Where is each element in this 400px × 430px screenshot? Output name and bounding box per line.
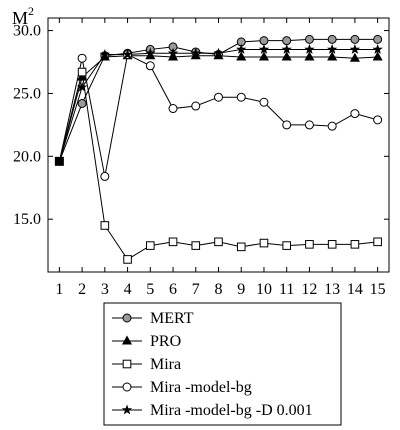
data-point: [305, 240, 314, 249]
x-tick-label: 3: [101, 281, 109, 298]
data-point: [76, 81, 88, 92]
data-point: [168, 104, 178, 114]
data-point: [304, 43, 315, 54]
x-tick-label: 14: [347, 281, 363, 298]
data-point: [349, 43, 361, 54]
y-axis-title: M2: [12, 4, 34, 28]
data-point: [190, 47, 201, 58]
data-point: [122, 48, 133, 59]
series-line-4: [58, 48, 378, 162]
x-tick-label: 7: [192, 281, 200, 298]
data-point: [350, 240, 360, 249]
y-axis-title-text: M2: [12, 4, 34, 28]
data-point: [168, 237, 178, 247]
data-point: [258, 51, 270, 61]
y-tick-label: 30.0: [13, 23, 41, 40]
x-tick-label: 6: [169, 281, 177, 298]
data-point: [327, 121, 337, 131]
data-point: [304, 34, 314, 44]
y-tick-label: 15.0: [13, 211, 41, 228]
x-tick-label: 11: [279, 281, 294, 298]
data-point: [349, 52, 360, 62]
data-point: [77, 53, 87, 63]
legend-label: MERT: [150, 310, 194, 327]
data-point: [236, 51, 247, 61]
data-point: [145, 61, 155, 71]
data-point: [304, 51, 315, 61]
legend-marker: [121, 404, 133, 415]
legend-label: Mira -model-bg -D 0.001: [150, 402, 313, 419]
data-point: [258, 43, 270, 54]
data-point: [99, 48, 111, 59]
data-point: [327, 240, 337, 249]
data-point: [282, 120, 292, 130]
data-point: [282, 241, 291, 250]
data-point: [326, 43, 338, 54]
data-point: [214, 92, 223, 102]
data-point: [236, 43, 247, 54]
data-point: [100, 221, 110, 230]
legend: MERT PRO Mira Mira -model-bg Mira -model-bg …: [103, 302, 342, 426]
legend-marker: [122, 382, 132, 392]
data-point: [213, 47, 224, 58]
data-point: [145, 47, 156, 58]
data-point-start: [54, 156, 64, 166]
x-tick-label: 15: [370, 281, 386, 298]
data-point: [259, 36, 269, 46]
legend-label: Mira: [150, 356, 181, 373]
data-point: [281, 43, 292, 54]
data-point: [146, 241, 155, 250]
data-point: [327, 34, 337, 44]
series-line-3: [58, 53, 378, 177]
data-point: [214, 237, 223, 247]
legend-marker: [122, 313, 132, 323]
data-point: [259, 238, 269, 248]
plot-area: 15.020.025.030.01 2 3 4 5 6 7 8 9 10 11 12 13 14 15: [13, 17, 390, 298]
x-tick-label: 9: [237, 281, 245, 298]
legend-label: PRO: [150, 333, 181, 350]
data-point: [77, 99, 87, 109]
data-point: [372, 51, 383, 61]
data-point: [373, 237, 382, 247]
y-axis-title-superscript: 2: [28, 4, 34, 18]
x-tick-label: 8: [215, 281, 223, 298]
data-point: [236, 92, 246, 102]
y-axis-title-main: M: [12, 8, 28, 28]
data-point: [281, 51, 292, 61]
data-point: [373, 115, 383, 125]
data-point: [282, 36, 292, 46]
data-point: [327, 51, 338, 61]
x-tick-label: 2: [78, 281, 86, 298]
data-point: [350, 34, 360, 44]
x-tick-label: 13: [324, 281, 340, 298]
data-point: [236, 242, 246, 252]
data-point: [77, 67, 87, 77]
data-point: [372, 43, 383, 54]
data-point: [304, 120, 314, 130]
data-point: [191, 241, 201, 250]
legend-label: Mira -model-bg: [150, 379, 252, 396]
data-point: [259, 97, 269, 107]
x-tick-label: 4: [124, 281, 132, 298]
x-tick-label: 10: [256, 281, 272, 298]
legend-marker: [121, 335, 133, 345]
series-line-1: [58, 55, 378, 162]
data-point: [100, 171, 110, 181]
x-tick-label: 12: [301, 281, 317, 298]
legend-marker: [122, 359, 132, 369]
data-point: [191, 101, 201, 111]
x-tick-label: 5: [146, 281, 154, 298]
data-point: [373, 34, 383, 44]
data-point: [123, 255, 132, 264]
legend-box: [103, 302, 342, 426]
data-point: [167, 47, 179, 58]
x-tick-label: 1: [55, 281, 63, 298]
y-tick-label: 20.0: [13, 148, 41, 165]
data-point: [350, 109, 360, 119]
y-tick-label: 25.0: [13, 85, 41, 102]
